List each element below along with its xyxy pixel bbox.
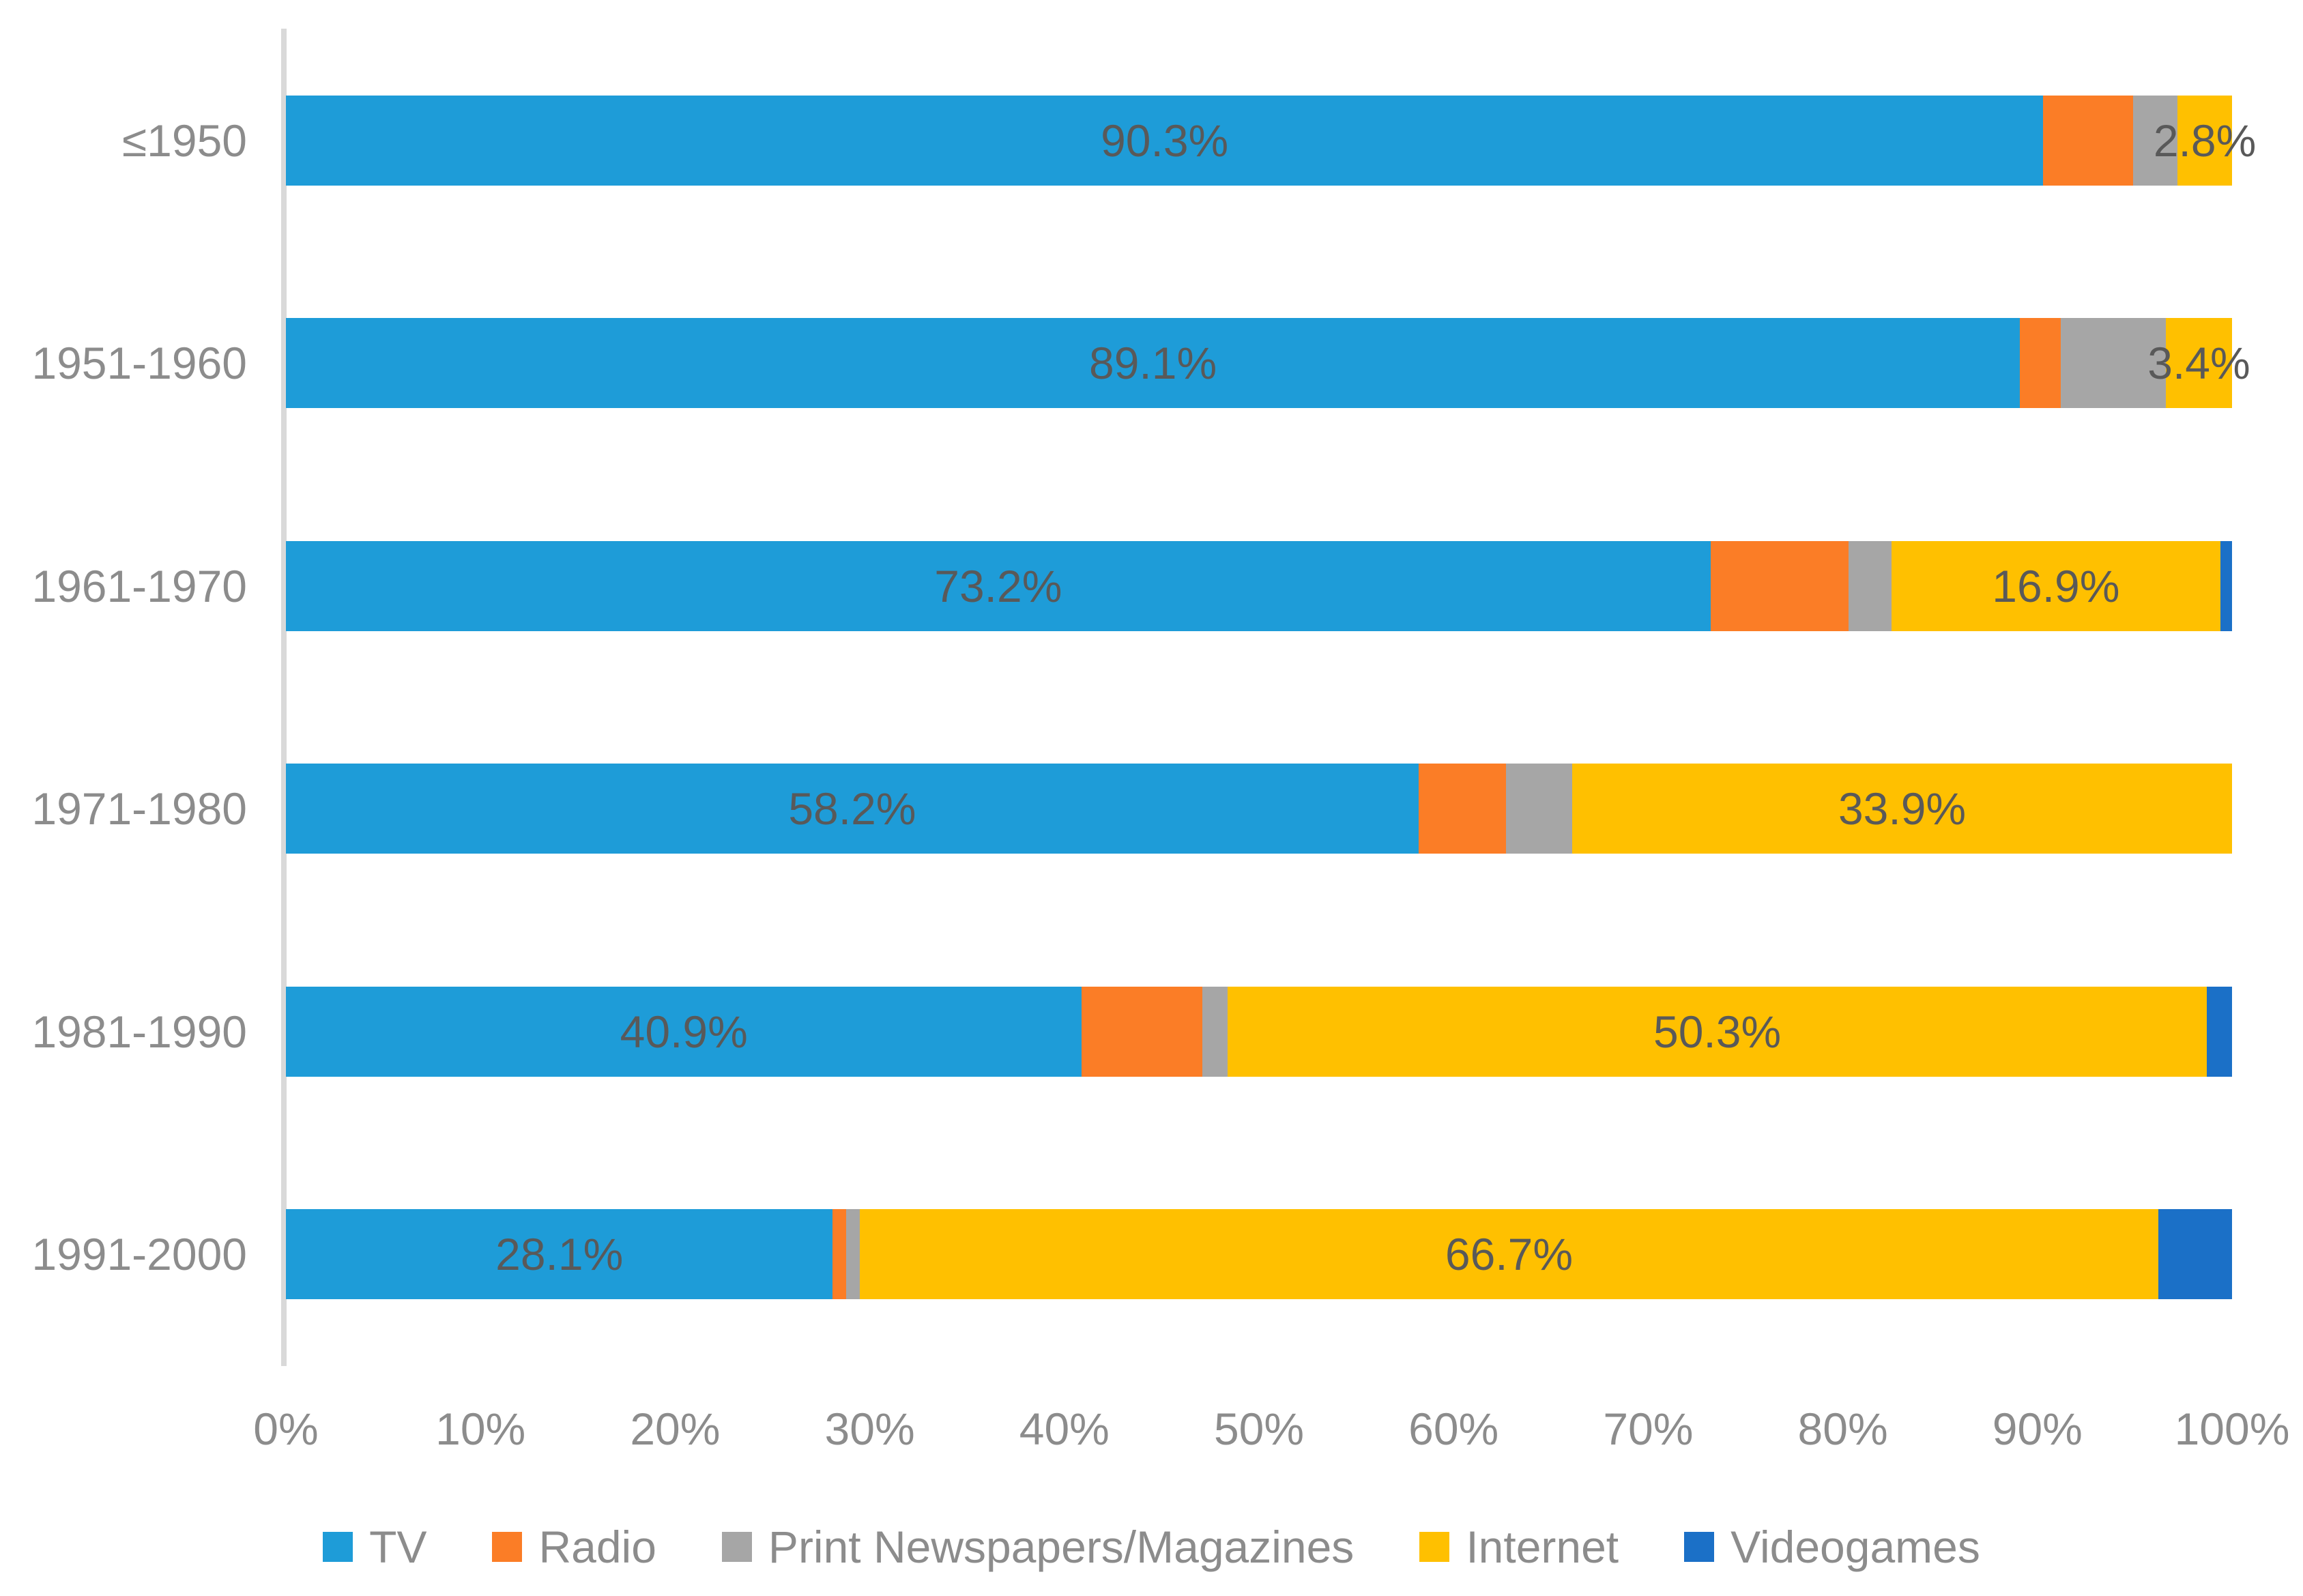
category-label: 1971-1980 <box>31 783 247 834</box>
bar-segment-print-newspapers-magazines <box>1849 541 1892 631</box>
legend-label: Internet <box>1466 1522 1619 1572</box>
bar-segment-radio <box>1418 764 1507 854</box>
x-axis-tick-label: 10% <box>435 1404 526 1454</box>
category-label: 1961-1970 <box>31 561 247 611</box>
legend-item-print-newspapers-magazines: Print Newspapers/Magazines <box>721 1521 1355 1573</box>
bar-segment-radio <box>1710 541 1849 631</box>
bar-segment-print-newspapers-magazines <box>1202 987 1228 1077</box>
data-label: 66.7% <box>1445 1229 1574 1279</box>
x-axis-tick-label: 60% <box>1408 1404 1499 1454</box>
category-label: ≤1950 <box>121 115 247 166</box>
bar-segment-tv: 28.1% <box>286 1209 833 1299</box>
x-axis-tick-label: 100% <box>2174 1404 2290 1454</box>
bar-row: 73.2% 16.9% <box>286 541 2232 631</box>
x-axis-tick-label: 90% <box>1992 1404 2083 1454</box>
bar-row: 89.1% 3.4% <box>286 318 2250 408</box>
category-label: 1981-1990 <box>31 1006 247 1057</box>
legend-label: Radio <box>538 1522 656 1572</box>
bar-segment-internet: 33.9% <box>1572 764 2232 854</box>
bar-row: 40.9% 50.3% <box>286 987 2232 1077</box>
x-axis-tick-label: 30% <box>824 1404 915 1454</box>
category-label: 1951-1960 <box>31 338 247 388</box>
bar-row: 90.3% 2.8% <box>286 96 2256 186</box>
data-label: 58.2% <box>788 783 916 834</box>
bar-segment-internet: 2.8% <box>2154 96 2256 186</box>
y-axis-line <box>281 29 287 1366</box>
bar-segment-radio <box>832 1209 847 1299</box>
bar-segment-print-newspapers-magazines <box>2061 318 2167 408</box>
bar-segment-print-newspapers-magazines <box>2132 96 2178 186</box>
bar-row: 28.1% 66.7% <box>286 1209 2232 1299</box>
legend-item-radio: Radio <box>492 1521 656 1573</box>
legend-marker-icon <box>323 1532 353 1562</box>
bar-segment-tv: 40.9% <box>286 987 1082 1077</box>
data-label: 16.9% <box>1992 561 2120 611</box>
legend-marker-icon <box>721 1532 752 1562</box>
legend-item-videogames: Videogames <box>1684 1521 1980 1573</box>
bar-segment-internet: 16.9% <box>1891 541 2220 631</box>
category-label: 1991-2000 <box>31 1229 247 1279</box>
bar-segment-tv: 89.1% <box>286 318 2020 408</box>
legend-marker-icon <box>1684 1532 1715 1562</box>
data-label: 50.3% <box>1653 1006 1782 1057</box>
x-axis-tick-label: 40% <box>1019 1404 1110 1454</box>
bar-segment-radio <box>2043 96 2133 186</box>
data-label: 40.9% <box>620 1006 748 1057</box>
legend-item-internet: Internet <box>1419 1521 1619 1573</box>
bar-row: 58.2% 33.9% <box>286 764 2232 854</box>
legend-marker-icon <box>492 1532 523 1562</box>
x-axis-tick-label: 20% <box>630 1404 721 1454</box>
x-axis-tick-label: 80% <box>1797 1404 1888 1454</box>
data-label: 89.1% <box>1088 338 1217 388</box>
bar-segment-radio <box>1082 987 1203 1077</box>
bar-segment-videogames <box>2220 541 2232 631</box>
data-label: 73.2% <box>934 561 1062 611</box>
bar-segment-videogames <box>2158 1209 2232 1299</box>
bar-segment-internet: 3.4% <box>2147 318 2250 408</box>
bar-segment-videogames <box>2206 987 2232 1077</box>
x-axis-tick-label: 70% <box>1603 1404 1694 1454</box>
x-axis-tick-label: 50% <box>1213 1404 1305 1454</box>
bar-segment-internet: 50.3% <box>1228 987 2207 1077</box>
bar-segment-radio <box>2020 318 2061 408</box>
data-label: 33.9% <box>1838 783 1967 834</box>
data-label: 90.3% <box>1101 115 1229 166</box>
bar-segment-tv: 90.3% <box>286 96 2044 186</box>
x-axis-tick-label: 0% <box>253 1404 319 1454</box>
legend-label: TV <box>369 1522 427 1572</box>
bar-segment-print-newspapers-magazines <box>1506 764 1573 854</box>
bar-segment-tv: 73.2% <box>286 541 1711 631</box>
legend-marker-icon <box>1419 1532 1450 1562</box>
legend-label: Print Newspapers/Magazines <box>768 1522 1355 1572</box>
legend-label: Videogames <box>1730 1522 1980 1572</box>
bar-segment-tv: 58.2% <box>286 764 1419 854</box>
bar-segment-print-newspapers-magazines <box>846 1209 860 1299</box>
legend-item-tv: TV <box>323 1521 426 1573</box>
legend: TV Radio Print Newspapers/Magazines Interne… <box>0 1509 2303 1584</box>
bar-segment-internet: 66.7% <box>860 1209 2158 1299</box>
data-label: 28.1% <box>495 1229 624 1279</box>
